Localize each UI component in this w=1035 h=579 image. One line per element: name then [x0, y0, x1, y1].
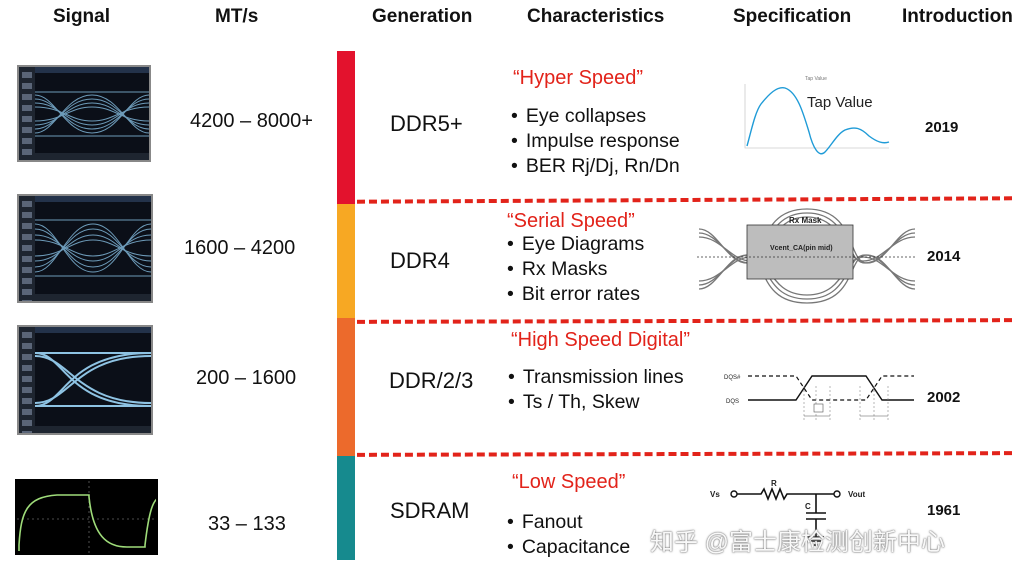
introduction-year-ddr4: 2014 — [927, 248, 961, 265]
characteristic-item: Rx Masks — [507, 257, 644, 282]
introduction-year-ddr5: 2019 — [925, 119, 959, 136]
rc-vs-label: Vs — [710, 490, 720, 499]
spec-tap-value-chart: Tap Value Tap Value — [739, 72, 891, 168]
characteristic-item: Ts / Th, Skew — [508, 390, 684, 415]
rc-r-label: R — [771, 479, 777, 488]
dqs-sharp-label: DQS# — [724, 375, 741, 381]
speed-label-sdram: “Low Speed” — [512, 471, 626, 493]
speed-bar-ddr5 — [337, 51, 355, 204]
spec-rx-mask-diagram: Rx Mask Vcent_CA(pin mid) — [697, 208, 917, 304]
speed-label-ddr3: “High Speed Digital” — [511, 329, 690, 351]
characteristic-item: Eye collapses — [511, 104, 680, 129]
signal-sdram-waveform-image — [15, 479, 158, 555]
characteristic-item: Transmission lines — [508, 365, 684, 390]
speed-label-ddr5: “Hyper Speed” — [513, 67, 644, 89]
characteristics-list-ddr5: Eye collapses Impulse response BER Rj/Dj… — [511, 104, 680, 179]
characteristic-item: Capacitance — [507, 535, 630, 560]
header-generation: Generation — [372, 6, 473, 27]
characteristic-item: Impulse response — [511, 129, 680, 154]
generation-sdram: SDRAM — [390, 498, 470, 523]
signal-ddr4-eye-image — [17, 194, 153, 303]
watermark-text: 知乎 @富士康检测创新中心 — [650, 529, 946, 556]
mts-ddr5: 4200 – 8000+ — [190, 110, 313, 132]
header-signal: Signal — [53, 6, 111, 27]
header-characteristics: Characteristics — [527, 6, 665, 27]
vcent-label: Vcent_CA(pin mid) — [770, 245, 833, 252]
row-divider-3 — [356, 451, 1013, 457]
generation-ddr4: DDR4 — [390, 248, 450, 273]
rc-vout-label: Vout — [848, 490, 866, 499]
spec-dqs-timing-diagram: DQS# DQS — [724, 375, 914, 422]
rx-mask-label: Rx Mask — [789, 216, 822, 225]
characteristics-list-ddr4: Eye Diagrams Rx Masks Bit error rates — [507, 232, 644, 307]
row-divider-2 — [356, 318, 1013, 324]
speed-bar-ddr4 — [337, 204, 355, 318]
signal-ddr5-eye-image — [17, 65, 151, 162]
introduction-year-ddr3: 2002 — [927, 389, 961, 406]
speed-label-ddr4: “Serial Speed” — [507, 210, 635, 232]
rc-c-label: C — [805, 502, 811, 511]
characteristics-list-sdram: Fanout Capacitance — [507, 510, 630, 560]
header-mts: MT/s — [215, 6, 259, 27]
speed-bar-ddr3 — [337, 318, 355, 456]
spec-rc-circuit-diagram: Vs R Vout C — [710, 479, 866, 546]
characteristics-list-ddr3: Transmission lines Ts / Th, Skew — [508, 365, 684, 415]
characteristic-item: Fanout — [507, 510, 630, 535]
header-introduction: Introduction — [902, 6, 1013, 27]
mts-sdram: 33 – 133 — [208, 513, 286, 535]
characteristic-item: Bit error rates — [507, 282, 644, 307]
mts-ddr3: 200 – 1600 — [196, 367, 297, 389]
header-specification: Specification — [733, 6, 852, 27]
generation-ddr5: DDR5+ — [390, 111, 463, 136]
speed-bar-sdram — [337, 456, 355, 560]
characteristic-item: BER Rj/Dj, Rn/Dn — [511, 154, 680, 179]
tap-chart-title: Tap Value — [805, 76, 827, 82]
mts-ddr4: 1600 – 4200 — [184, 237, 296, 259]
characteristic-item: Eye Diagrams — [507, 232, 644, 257]
generation-ddr3: DDR/2/3 — [389, 368, 474, 393]
tap-value-label: Tap Value — [807, 94, 873, 111]
signal-ddr3-eye-image — [17, 325, 153, 435]
introduction-year-sdram: 1961 — [927, 502, 961, 519]
dqs-label: DQS — [726, 399, 739, 405]
